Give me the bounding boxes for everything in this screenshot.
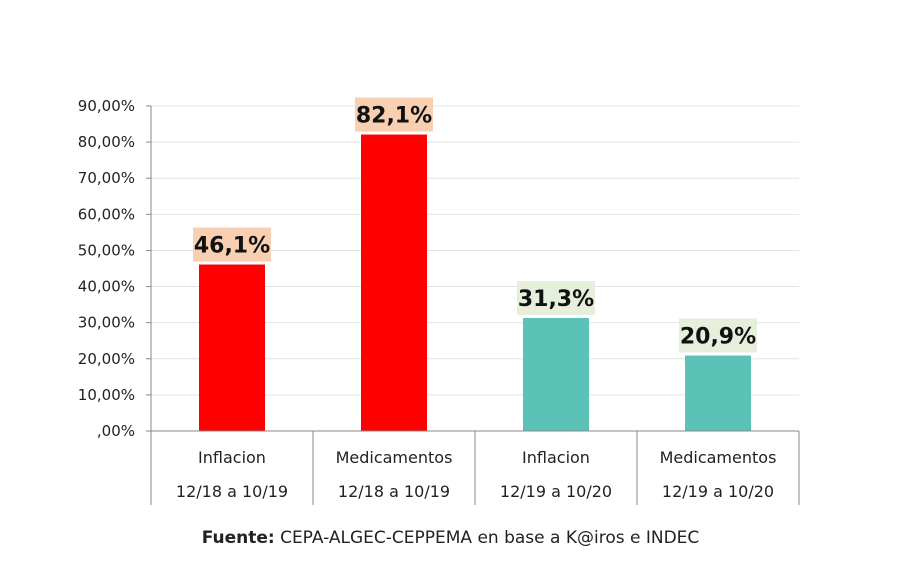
x-category-label: Medicamentos <box>660 448 777 467</box>
y-tick-label: 10,00% <box>78 386 135 404</box>
bar <box>523 317 589 431</box>
y-axis: ,00% 10,00% 20,00% 30,00% 40,00% 50,00% 60,00%… <box>78 97 152 440</box>
y-tick-label: 40,00% <box>78 278 135 296</box>
source-prefix: Fuente: <box>201 528 275 548</box>
data-label: 46,1% <box>194 234 270 259</box>
x-category-label: Inflacion <box>198 448 266 467</box>
source-note: Fuente: CEPA-ALGEC-CEPPEMA en base a K@i… <box>0 528 901 548</box>
y-tick-label: 50,00% <box>78 241 135 259</box>
x-category-period: 12/18 a 10/19 <box>338 482 450 501</box>
bars <box>199 134 751 431</box>
x-category-period: 12/19 a 10/20 <box>500 482 612 501</box>
bar <box>361 134 427 431</box>
data-label-bg <box>193 227 271 262</box>
y-tick-label: 70,00% <box>78 169 135 187</box>
y-tick-label: 20,00% <box>78 350 135 368</box>
y-tick-label: 60,00% <box>78 205 135 223</box>
x-category-period: 12/19 a 10/20 <box>662 482 774 501</box>
bar <box>685 355 751 431</box>
data-label: 20,9% <box>680 325 756 350</box>
data-labels: 46,1% 82,1% 31,3% 20,9% <box>193 97 757 353</box>
y-tick-label: 80,00% <box>78 133 135 151</box>
y-tick-label: ,00% <box>97 422 135 440</box>
data-label-bg <box>517 280 595 315</box>
data-label: 31,3% <box>518 287 594 312</box>
y-tick-label: 90,00% <box>78 97 135 115</box>
x-category-label: Inflacion <box>522 448 590 467</box>
x-axis-table: Inflacion 12/18 a 10/19 Medicamentos 12/18 … <box>150 430 800 505</box>
bar-chart: ,00% 10,00% 20,00% 30,00% 40,00% 50,00% 60,00%… <box>78 97 800 505</box>
x-category-period: 12/18 a 10/19 <box>176 482 288 501</box>
data-label-bg <box>355 97 433 132</box>
data-label-bg <box>679 318 757 353</box>
x-category-label: Medicamentos <box>336 448 453 467</box>
bar <box>199 264 265 431</box>
data-label: 82,1% <box>356 104 432 129</box>
y-tick-label: 30,00% <box>78 314 135 332</box>
source-text: CEPA-ALGEC-CEPPEMA en base a K@iros e IN… <box>274 528 700 548</box>
